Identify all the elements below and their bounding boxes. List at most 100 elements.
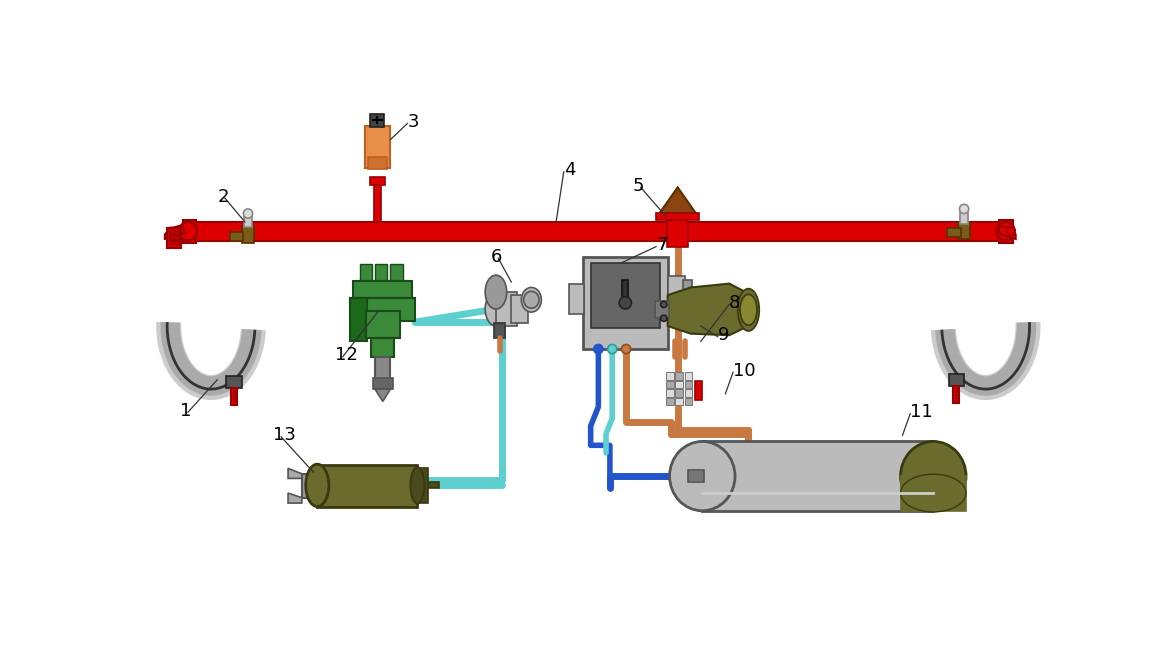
Bar: [954, 386, 959, 403]
Bar: [368, 156, 386, 169]
Text: 1: 1: [180, 402, 191, 420]
Circle shape: [594, 345, 603, 353]
Bar: [958, 222, 970, 239]
Circle shape: [622, 345, 631, 353]
Bar: [683, 280, 693, 310]
Bar: [948, 228, 960, 237]
Ellipse shape: [485, 275, 507, 309]
Circle shape: [959, 204, 969, 213]
Polygon shape: [165, 225, 184, 239]
Text: 11: 11: [911, 403, 933, 421]
Ellipse shape: [523, 291, 539, 308]
Bar: [374, 180, 382, 222]
Bar: [375, 265, 387, 281]
Bar: [233, 399, 235, 402]
Bar: [241, 226, 254, 243]
Bar: [955, 396, 958, 400]
Circle shape: [244, 209, 253, 218]
Ellipse shape: [738, 288, 760, 331]
Bar: [512, 295, 528, 323]
Bar: [955, 392, 958, 395]
Bar: [684, 381, 693, 389]
Bar: [360, 265, 372, 281]
Ellipse shape: [485, 292, 507, 326]
Bar: [318, 465, 418, 507]
Bar: [167, 228, 181, 248]
Polygon shape: [901, 476, 965, 511]
Ellipse shape: [669, 442, 735, 511]
Bar: [233, 394, 235, 398]
Polygon shape: [288, 469, 302, 479]
Text: 3: 3: [407, 113, 419, 131]
Polygon shape: [658, 188, 697, 216]
Bar: [375, 357, 391, 380]
Bar: [350, 298, 415, 322]
Polygon shape: [288, 493, 302, 503]
Bar: [949, 374, 964, 386]
Circle shape: [179, 222, 197, 241]
Text: 13: 13: [274, 426, 296, 444]
Bar: [668, 276, 684, 314]
Text: 12: 12: [335, 346, 358, 364]
Bar: [675, 389, 683, 396]
Text: 2: 2: [217, 188, 229, 206]
Text: 6: 6: [491, 248, 502, 266]
Bar: [622, 280, 629, 299]
Bar: [371, 337, 394, 357]
Bar: [675, 398, 683, 405]
Bar: [370, 177, 385, 185]
Bar: [244, 215, 252, 227]
Bar: [496, 292, 517, 326]
Bar: [372, 379, 393, 389]
Circle shape: [608, 345, 617, 353]
Ellipse shape: [411, 467, 425, 503]
Text: 8: 8: [730, 294, 740, 312]
Ellipse shape: [900, 474, 966, 512]
Bar: [695, 381, 702, 400]
Bar: [233, 390, 235, 393]
Text: 9: 9: [718, 326, 730, 344]
Ellipse shape: [900, 442, 966, 511]
Text: 7: 7: [657, 236, 668, 254]
Bar: [226, 376, 241, 389]
Bar: [655, 301, 669, 318]
Bar: [999, 221, 1013, 243]
Bar: [666, 372, 674, 380]
Bar: [354, 281, 412, 298]
Circle shape: [996, 222, 1015, 241]
Bar: [168, 235, 180, 239]
Bar: [356, 281, 409, 295]
Polygon shape: [375, 389, 391, 401]
Bar: [570, 284, 585, 314]
Circle shape: [661, 315, 667, 322]
Bar: [675, 372, 683, 380]
Bar: [688, 470, 704, 482]
Ellipse shape: [740, 294, 757, 325]
Bar: [231, 389, 237, 405]
Bar: [684, 389, 693, 396]
Bar: [190, 222, 999, 241]
Circle shape: [661, 301, 667, 308]
Bar: [666, 389, 674, 396]
Bar: [391, 265, 403, 281]
Bar: [666, 381, 674, 389]
Ellipse shape: [306, 464, 328, 507]
Ellipse shape: [521, 288, 542, 312]
Bar: [684, 398, 693, 405]
Bar: [666, 398, 674, 405]
Bar: [494, 323, 505, 338]
Bar: [590, 263, 660, 328]
Bar: [350, 298, 368, 341]
Circle shape: [619, 297, 631, 309]
Bar: [230, 232, 244, 241]
Bar: [955, 388, 958, 391]
Bar: [684, 372, 693, 380]
Polygon shape: [668, 284, 748, 335]
Circle shape: [1007, 227, 1015, 235]
Bar: [702, 442, 934, 511]
Bar: [418, 469, 428, 503]
Bar: [365, 126, 390, 168]
Bar: [370, 114, 384, 127]
Bar: [428, 482, 438, 489]
Bar: [960, 210, 967, 223]
